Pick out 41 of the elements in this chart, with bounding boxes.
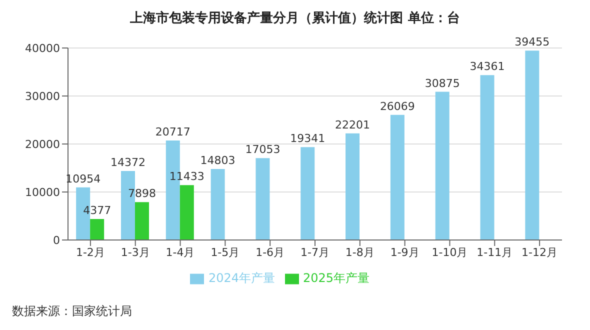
bar — [435, 92, 450, 240]
x-tick-label: 1-5月 — [210, 246, 240, 259]
x-tick-label: 1-8月 — [345, 246, 374, 259]
x-tick-label: 1-10月 — [432, 246, 468, 259]
x-tick-label: 1-9月 — [390, 246, 420, 259]
bar — [134, 202, 149, 240]
bar — [480, 75, 494, 240]
x-tick-label: 1-2月 — [76, 246, 105, 259]
bar — [300, 147, 315, 240]
y-tick-label: 0 — [53, 234, 60, 247]
data-label: 14803 — [200, 154, 236, 167]
y-tick-label: 40000 — [25, 42, 60, 55]
data-label: 17053 — [245, 143, 280, 156]
y-tick-label: 10000 — [25, 186, 60, 199]
bar — [210, 168, 225, 240]
y-tick-label: 30000 — [25, 90, 60, 103]
bar — [180, 185, 194, 240]
data-label: 22201 — [335, 118, 370, 132]
data-label: 30875 — [424, 76, 460, 90]
x-tick-label: 1-3月 — [120, 246, 150, 259]
data-label: 34361 — [470, 60, 505, 74]
x-tick-label: 1-12月 — [522, 246, 558, 259]
data-label: 14372 — [110, 156, 146, 170]
bar — [90, 218, 104, 240]
legend-label: 2024年产量 — [208, 271, 275, 285]
chart-title: 上海市包装专用设备产量分月（累计值）统计图 单位：台 — [129, 10, 461, 28]
data-label: 26069 — [380, 100, 415, 113]
x-tick-label: 1-11月 — [476, 246, 513, 259]
bar — [256, 158, 270, 240]
x-tick-label: 1-7月 — [300, 246, 330, 259]
bar — [346, 133, 360, 240]
data-label: 39455 — [514, 36, 550, 49]
legend-label: 2025年产量 — [303, 271, 370, 285]
bar — [525, 50, 540, 240]
bar — [390, 114, 404, 240]
y-tick-label: 20000 — [25, 138, 60, 151]
data-label: 19341 — [290, 132, 326, 146]
x-tick-label: 1-6月 — [256, 246, 285, 259]
x-tick-label: 1-4月 — [166, 246, 195, 259]
data-label: 20717 — [155, 126, 190, 139]
source-note: 数据来源：国家统计局 — [12, 304, 132, 318]
